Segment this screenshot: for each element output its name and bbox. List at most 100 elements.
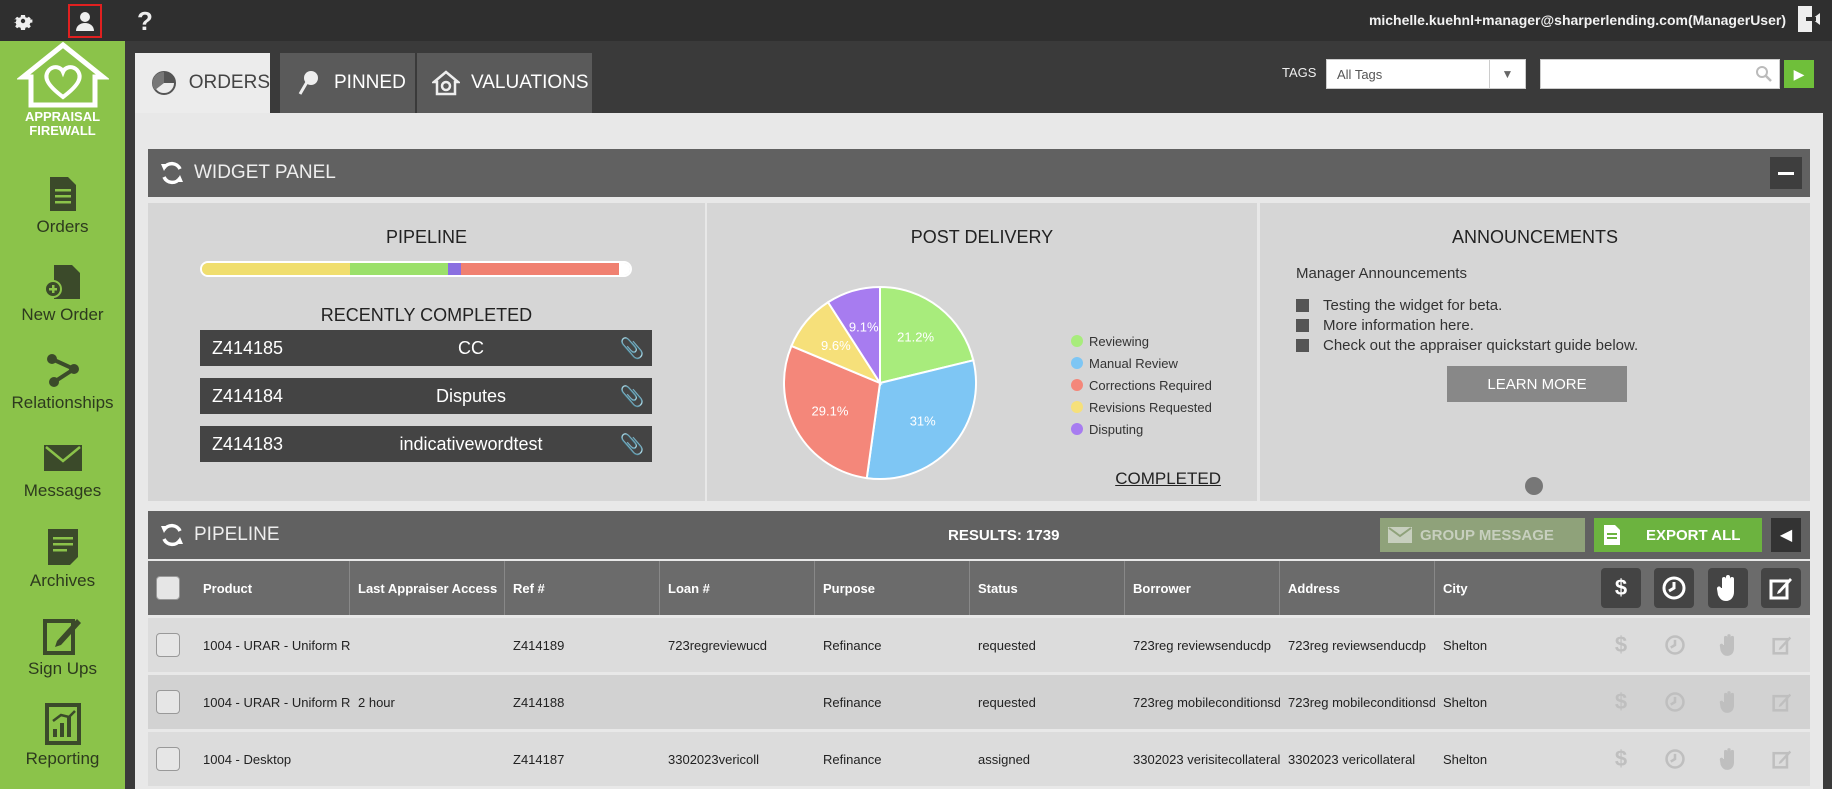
pipeline-bar-segment[interactable] (619, 263, 630, 275)
pipeline-bar-segment[interactable] (460, 263, 620, 275)
search-input[interactable] (1541, 60, 1741, 88)
carousel-dot[interactable] (1525, 477, 1543, 495)
sidebar-item-sign-ups[interactable]: Sign Ups (0, 609, 125, 697)
column-header-purpose[interactable]: Purpose (815, 561, 970, 615)
column-header-borrower[interactable]: Borrower (1125, 561, 1280, 615)
column-header-loan[interactable]: Loan # (660, 561, 815, 615)
hand-icon[interactable] (1708, 568, 1748, 608)
table-row[interactable]: 1004 - URAR - Uniform Residential 2 hour… (148, 675, 1810, 729)
post-delivery-pie-chart[interactable]: 21.2% 31% 29.1% 9.6% 9.1% (780, 283, 980, 483)
edit-icon[interactable] (1769, 746, 1795, 772)
column-header-product[interactable]: Product (195, 561, 350, 615)
logout-icon[interactable] (1794, 4, 1824, 34)
refresh-icon[interactable] (158, 159, 186, 187)
dollar-icon[interactable]: $ (1614, 632, 1628, 657)
sidebar-item-archives[interactable]: Archives (0, 521, 125, 609)
chevron-down-icon[interactable]: ▼ (1489, 60, 1525, 88)
column-header-address[interactable]: Address (1280, 561, 1435, 615)
announcements-title: ANNOUNCEMENTS (1451, 227, 1618, 247)
clock-icon[interactable] (1654, 568, 1694, 608)
search-go-button[interactable]: ▶ (1784, 60, 1814, 88)
table-row[interactable]: 1004 - URAR - Uniform Residential Z41418… (148, 618, 1810, 672)
clock-icon[interactable] (1662, 632, 1688, 658)
sidebar-item-reporting[interactable]: Reporting (0, 697, 125, 785)
collapse-left-button[interactable]: ◀ (1771, 518, 1801, 552)
paperclip-icon[interactable]: 📎 (619, 385, 645, 408)
announcements-widget: ANNOUNCEMENTS Manager Announcements Test… (1260, 203, 1810, 501)
app-logo[interactable]: APPRAISAL FIREWALL (0, 41, 125, 153)
post-delivery-widget: POST DELIVERY 21.2% 31% 29.1% 9.6% 9.1% Revi… (707, 203, 1257, 501)
edit-icon[interactable] (1761, 568, 1801, 608)
post-delivery-title: POST DELIVERY (910, 227, 1054, 247)
pie-slice[interactable] (783, 344, 882, 480)
bullet-square (1296, 338, 1309, 352)
legend-item[interactable]: Corrections Required (1071, 374, 1212, 396)
pie-slice[interactable] (826, 285, 881, 387)
gear-icon[interactable] (6, 4, 40, 38)
legend-item[interactable]: Disputing (1071, 418, 1212, 440)
edit-icon[interactable] (1769, 632, 1795, 658)
completed-link[interactable]: COMPLETED (1115, 469, 1221, 488)
hand-icon[interactable] (1716, 632, 1742, 658)
recent-desc: CC (458, 337, 484, 358)
sidebar-item-messages[interactable]: Messages (0, 433, 125, 521)
pipeline-progress-bar[interactable] (200, 261, 632, 277)
export-all-button[interactable]: EXPORT ALL (1594, 518, 1762, 552)
recent-completed-row[interactable]: Z414185 CC 📎 (200, 330, 652, 366)
pipeline-bar-segment[interactable] (202, 263, 350, 275)
column-header-city[interactable]: City (1443, 580, 1468, 596)
search-field[interactable] (1540, 59, 1780, 89)
announcement-text: More information here. (1323, 316, 1474, 334)
legend-item[interactable]: Revisions Requested (1071, 396, 1212, 418)
column-header-ref[interactable]: Ref # (505, 561, 660, 615)
table-row[interactable]: 1004 - Desktop Z414187 3302023vericoll R… (148, 732, 1810, 786)
dollar-icon[interactable]: $ (1601, 568, 1641, 608)
sidebar-item-new-order[interactable]: New Order (0, 257, 125, 345)
tab-orders[interactable]: ORDERS (135, 53, 270, 113)
dollar-icon[interactable]: $ (1614, 689, 1628, 714)
pipeline-bar-segment[interactable] (349, 263, 449, 275)
hand-icon[interactable] (1716, 689, 1742, 715)
pipeline-bar-segment[interactable] (448, 263, 461, 275)
announcements-list: Testing the widget for beta. More inform… (1296, 295, 1638, 355)
recent-completed-row[interactable]: Z414183 indicativewordtest 📎 (200, 426, 652, 462)
paperclip-icon[interactable]: 📎 (619, 433, 645, 456)
tab-valuations[interactable]: VALUATIONS (417, 53, 592, 113)
column-header-last-appraiser-access[interactable]: Last Appraiser Access (350, 561, 505, 615)
results-count: RESULTS: 1739 (948, 527, 1060, 544)
row-checkbox[interactable] (156, 690, 180, 714)
edit-icon[interactable] (1769, 689, 1795, 715)
envelope-icon (43, 445, 82, 471)
column-header-status[interactable]: Status (970, 561, 1125, 615)
row-checkbox[interactable] (156, 747, 180, 771)
sidebar-item-orders[interactable]: Orders (0, 169, 125, 257)
sidebar-item-relationships[interactable]: Relationships (0, 345, 125, 433)
clock-icon[interactable] (1662, 746, 1688, 772)
search-icon[interactable] (1755, 65, 1773, 88)
group-message-button[interactable]: GROUP MESSAGE (1380, 518, 1585, 552)
minus-icon (1778, 171, 1794, 175)
announcements-subtitle: Manager Announcements (1296, 265, 1467, 282)
user-icon[interactable] (68, 4, 102, 38)
paperclip-icon[interactable]: 📎 (619, 337, 645, 360)
row-checkbox[interactable] (156, 633, 180, 657)
pie-slice-label: 9.6% (821, 338, 851, 353)
help-icon[interactable]: ? (137, 5, 153, 36)
clock-icon[interactable] (1662, 689, 1688, 715)
legend-item[interactable]: Reviewing (1071, 330, 1212, 352)
collapse-panel-button[interactable] (1770, 157, 1802, 189)
refresh-icon[interactable] (158, 521, 186, 549)
select-all-checkbox[interactable] (156, 576, 180, 600)
learn-more-button[interactable]: LEARN MORE (1447, 366, 1627, 402)
tags-dropdown[interactable]: All Tags ▼ (1326, 59, 1526, 89)
recent-desc: Disputes (435, 385, 507, 406)
tab-pinned[interactable]: PINNED (280, 53, 415, 113)
hand-icon[interactable] (1716, 746, 1742, 772)
pie-slice[interactable] (865, 359, 977, 480)
cell-ref: Z414189 (513, 637, 565, 653)
legend-item[interactable]: Manual Review (1071, 352, 1212, 374)
pie-slice[interactable] (879, 285, 975, 385)
dollar-icon[interactable]: $ (1614, 746, 1628, 771)
recent-completed-row[interactable]: Z414184 Disputes 📎 (200, 378, 652, 414)
cell-address: 3302023 vericollateral (1288, 751, 1416, 767)
